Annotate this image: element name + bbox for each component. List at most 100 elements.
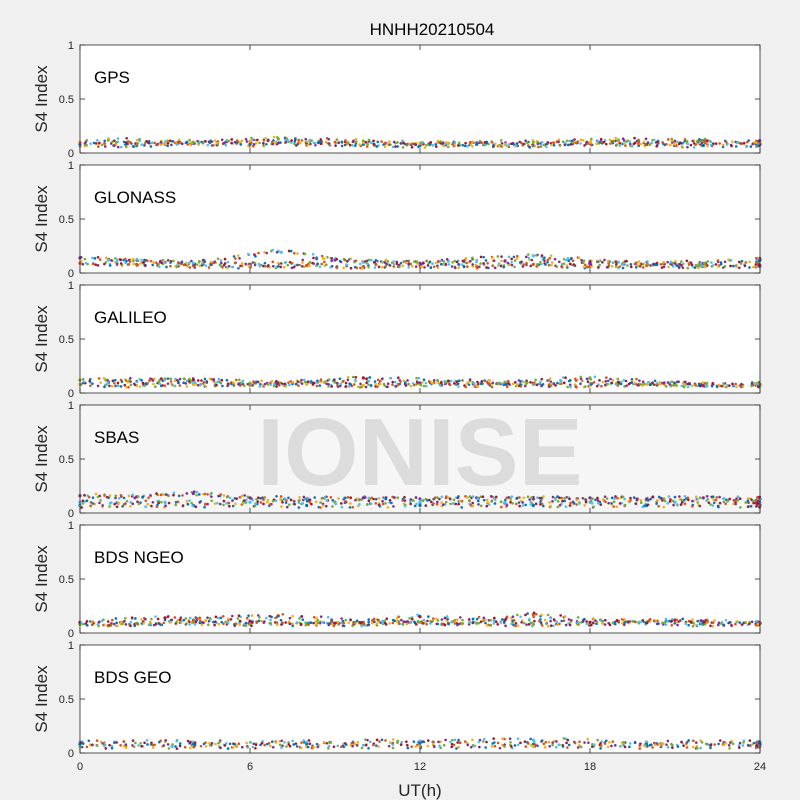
data-point — [185, 500, 189, 503]
data-point — [469, 259, 472, 263]
data-point — [244, 624, 248, 628]
data-point — [370, 621, 374, 625]
data-point — [322, 740, 326, 744]
data-point — [84, 261, 88, 265]
data-point — [127, 263, 131, 266]
data-point — [183, 745, 187, 749]
data-point — [388, 498, 392, 502]
data-point — [113, 502, 117, 506]
data-point — [250, 141, 253, 145]
data-point — [584, 500, 588, 504]
data-point — [229, 618, 233, 621]
data-point — [91, 382, 94, 385]
data-point — [80, 506, 83, 509]
data-point — [564, 623, 568, 627]
data-point — [555, 740, 558, 743]
data-point — [365, 377, 368, 381]
data-point — [684, 622, 688, 626]
data-point — [628, 742, 632, 745]
data-point — [206, 143, 210, 147]
data-point — [196, 383, 200, 387]
data-point — [404, 620, 408, 624]
data-point — [634, 266, 638, 269]
data-point — [489, 618, 492, 622]
data-point — [580, 258, 583, 262]
data-point — [308, 264, 311, 268]
data-point — [613, 744, 617, 747]
data-point — [226, 747, 230, 750]
data-point — [451, 261, 454, 264]
data-point — [275, 385, 278, 388]
data-point — [222, 499, 226, 503]
data-point — [526, 612, 529, 615]
data-point — [531, 254, 535, 258]
data-point — [262, 502, 265, 506]
data-point — [642, 744, 646, 747]
data-point — [306, 380, 310, 383]
data-point — [602, 140, 606, 144]
data-point — [547, 379, 550, 382]
data-point — [444, 738, 447, 742]
data-point — [664, 623, 668, 626]
data-point — [650, 141, 654, 145]
data-point — [673, 622, 676, 625]
data-point — [563, 499, 567, 503]
data-point — [82, 380, 86, 384]
data-point — [625, 384, 628, 387]
data-point — [283, 261, 287, 265]
data-point — [516, 613, 519, 617]
data-point — [355, 266, 359, 270]
data-point — [222, 503, 225, 507]
data-point — [703, 264, 706, 268]
data-point — [155, 505, 159, 509]
data-point — [191, 504, 194, 508]
data-point — [426, 264, 430, 267]
data-point — [460, 263, 464, 266]
data-point — [558, 503, 562, 507]
data-point — [319, 140, 323, 143]
data-point — [661, 499, 664, 502]
data-point — [656, 499, 659, 502]
data-point — [391, 746, 395, 750]
data-point — [671, 265, 675, 268]
data-point — [485, 140, 489, 144]
data-point — [272, 135, 276, 139]
data-point — [692, 621, 695, 624]
data-point — [467, 499, 471, 502]
data-point — [752, 741, 756, 745]
data-point — [533, 619, 536, 623]
data-point — [240, 262, 244, 265]
data-point — [142, 621, 145, 625]
data-point — [685, 746, 689, 749]
data-point — [519, 385, 523, 388]
data-point — [606, 379, 610, 383]
data-point — [563, 615, 567, 618]
data-point — [579, 375, 583, 379]
data-point — [608, 741, 611, 744]
data-point — [109, 142, 113, 145]
data-point — [302, 739, 305, 742]
data-point — [705, 494, 709, 498]
data-point — [548, 744, 551, 748]
data-point — [633, 381, 637, 385]
data-point — [276, 137, 280, 141]
data-point — [498, 746, 502, 750]
data-point — [575, 498, 579, 502]
data-point — [524, 383, 528, 386]
data-point — [547, 740, 551, 744]
data-point — [747, 501, 750, 504]
data-point — [524, 139, 527, 143]
data-point — [372, 139, 375, 143]
data-point — [422, 740, 426, 744]
data-point — [98, 141, 101, 145]
data-point — [130, 616, 134, 619]
data-point — [349, 618, 352, 622]
data-point — [346, 376, 350, 379]
data-point — [534, 378, 537, 382]
data-point — [540, 624, 544, 627]
data-point — [571, 259, 575, 263]
data-point — [675, 618, 679, 622]
data-point — [530, 258, 534, 262]
data-point — [190, 501, 194, 505]
